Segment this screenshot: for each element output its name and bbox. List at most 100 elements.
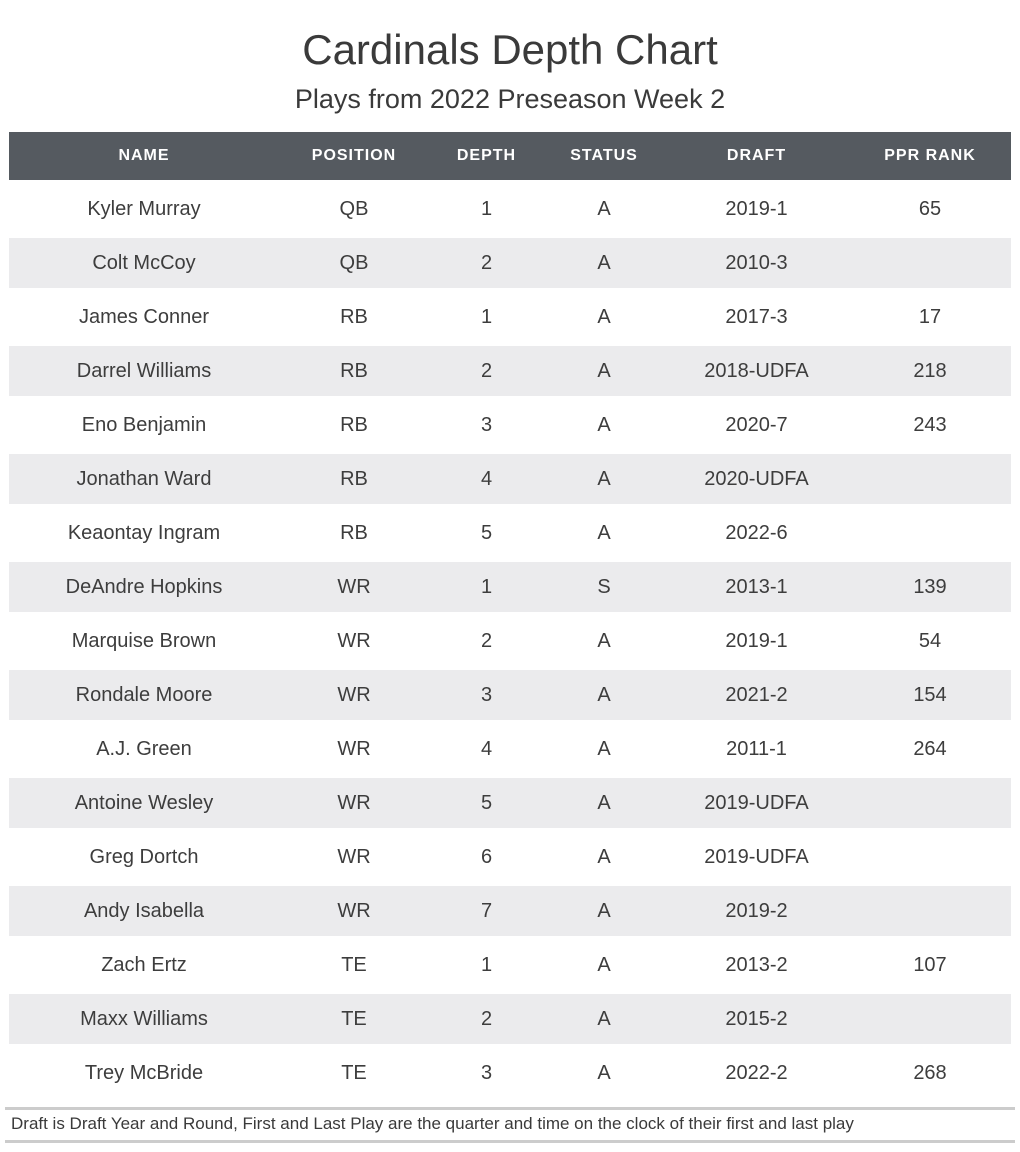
cell-ppr-rank — [849, 454, 1011, 505]
cell-position: WR — [279, 616, 429, 667]
cell-status: A — [544, 832, 664, 883]
cell-depth: 1 — [429, 562, 544, 613]
cell-name: Marquise Brown — [9, 616, 279, 667]
cell-position: WR — [279, 778, 429, 829]
table-row: Andy Isabella WR 7 A 2019-2 — [9, 886, 1011, 937]
cell-name: Zach Ertz — [9, 940, 279, 991]
cell-ppr-rank: 268 — [849, 1048, 1011, 1099]
cell-draft: 2019-UDFA — [664, 778, 849, 829]
cell-depth: 1 — [429, 940, 544, 991]
cell-depth: 3 — [429, 1048, 544, 1099]
column-header-status: STATUS — [544, 132, 664, 181]
cell-depth: 3 — [429, 400, 544, 451]
cell-position: TE — [279, 940, 429, 991]
column-header-position: POSITION — [279, 132, 429, 181]
cell-draft: 2015-2 — [664, 994, 849, 1045]
cell-position: QB — [279, 184, 429, 235]
cell-status: A — [544, 400, 664, 451]
cell-status: A — [544, 670, 664, 721]
cell-position: QB — [279, 238, 429, 289]
cell-depth: 5 — [429, 778, 544, 829]
cell-status: A — [544, 508, 664, 559]
cell-depth: 2 — [429, 238, 544, 289]
cell-position: WR — [279, 724, 429, 775]
cell-status: A — [544, 292, 664, 343]
cell-ppr-rank — [849, 886, 1011, 937]
cell-draft: 2013-2 — [664, 940, 849, 991]
depth-chart-table: NAME POSITION DEPTH STATUS DRAFT PPR RANK Kyl… — [9, 128, 1011, 1102]
table-row: Trey McBride TE 3 A 2022-2 268 — [9, 1048, 1011, 1099]
table-row: Jonathan Ward RB 4 A 2020-UDFA — [9, 454, 1011, 505]
cell-ppr-rank — [849, 238, 1011, 289]
cell-ppr-rank: 139 — [849, 562, 1011, 613]
cell-draft: 2019-1 — [664, 184, 849, 235]
cell-name: Greg Dortch — [9, 832, 279, 883]
table-row: Eno Benjamin RB 3 A 2020-7 243 — [9, 400, 1011, 451]
cell-draft: 2019-2 — [664, 886, 849, 937]
cell-ppr-rank — [849, 778, 1011, 829]
cell-name: Darrel Williams — [9, 346, 279, 397]
cell-draft: 2022-6 — [664, 508, 849, 559]
table-header-row: NAME POSITION DEPTH STATUS DRAFT PPR RANK — [9, 132, 1011, 181]
cell-draft: 2010-3 — [664, 238, 849, 289]
table-row: DeAndre Hopkins WR 1 S 2013-1 139 — [9, 562, 1011, 613]
cell-position: WR — [279, 562, 429, 613]
cell-draft: 2020-UDFA — [664, 454, 849, 505]
cell-draft: 2020-7 — [664, 400, 849, 451]
cell-name: Jonathan Ward — [9, 454, 279, 505]
cell-status: A — [544, 724, 664, 775]
cell-ppr-rank: 264 — [849, 724, 1011, 775]
table-row: Kyler Murray QB 1 A 2019-1 65 — [9, 184, 1011, 235]
table-row: Zach Ertz TE 1 A 2013-2 107 — [9, 940, 1011, 991]
cell-name: Kyler Murray — [9, 184, 279, 235]
table-head: NAME POSITION DEPTH STATUS DRAFT PPR RANK — [9, 132, 1011, 181]
cell-name: Andy Isabella — [9, 886, 279, 937]
cell-draft: 2017-3 — [664, 292, 849, 343]
cell-ppr-rank: 54 — [849, 616, 1011, 667]
cell-name: James Conner — [9, 292, 279, 343]
cell-ppr-rank: 243 — [849, 400, 1011, 451]
cell-ppr-rank: 107 — [849, 940, 1011, 991]
cell-draft: 2013-1 — [664, 562, 849, 613]
column-header-name: NAME — [9, 132, 279, 181]
table-body: Kyler Murray QB 1 A 2019-1 65 Colt McCoy QB 2 A 20… — [9, 184, 1011, 1099]
cell-draft: 2011-1 — [664, 724, 849, 775]
cell-position: RB — [279, 454, 429, 505]
cell-position: WR — [279, 670, 429, 721]
cell-draft: 2019-UDFA — [664, 832, 849, 883]
table-row: Antoine Wesley WR 5 A 2019-UDFA — [9, 778, 1011, 829]
cell-status: A — [544, 238, 664, 289]
cell-ppr-rank: 17 — [849, 292, 1011, 343]
table-row: A.J. Green WR 4 A 2011-1 264 — [9, 724, 1011, 775]
cell-draft: 2022-2 — [664, 1048, 849, 1099]
cell-position: WR — [279, 832, 429, 883]
cell-ppr-rank: 218 — [849, 346, 1011, 397]
cell-draft: 2018-UDFA — [664, 346, 849, 397]
cell-status: A — [544, 886, 664, 937]
cell-position: RB — [279, 508, 429, 559]
page-subtitle: Plays from 2022 Preseason Week 2 — [294, 84, 726, 115]
cell-name: Eno Benjamin — [9, 400, 279, 451]
cell-name: DeAndre Hopkins — [9, 562, 279, 613]
cell-status: A — [544, 454, 664, 505]
cell-name: Antoine Wesley — [9, 778, 279, 829]
cell-name: A.J. Green — [9, 724, 279, 775]
cell-ppr-rank — [849, 832, 1011, 883]
cell-status: A — [544, 940, 664, 991]
cell-status: A — [544, 616, 664, 667]
cell-status: A — [544, 994, 664, 1045]
cell-depth: 5 — [429, 508, 544, 559]
cell-status: A — [544, 184, 664, 235]
cell-depth: 2 — [429, 994, 544, 1045]
footer-note: Draft is Draft Year and Round, First and… — [5, 1107, 1015, 1144]
cell-status: A — [544, 346, 664, 397]
column-header-ppr-rank: PPR RANK — [849, 132, 1011, 181]
cell-ppr-rank — [849, 508, 1011, 559]
table-row: Keaontay Ingram RB 5 A 2022-6 — [9, 508, 1011, 559]
cell-depth: 3 — [429, 670, 544, 721]
table-row: Maxx Williams TE 2 A 2015-2 — [9, 994, 1011, 1045]
cell-name: Maxx Williams — [9, 994, 279, 1045]
cell-name: Rondale Moore — [9, 670, 279, 721]
table-row: Rondale Moore WR 3 A 2021-2 154 — [9, 670, 1011, 721]
cell-name: Colt McCoy — [9, 238, 279, 289]
